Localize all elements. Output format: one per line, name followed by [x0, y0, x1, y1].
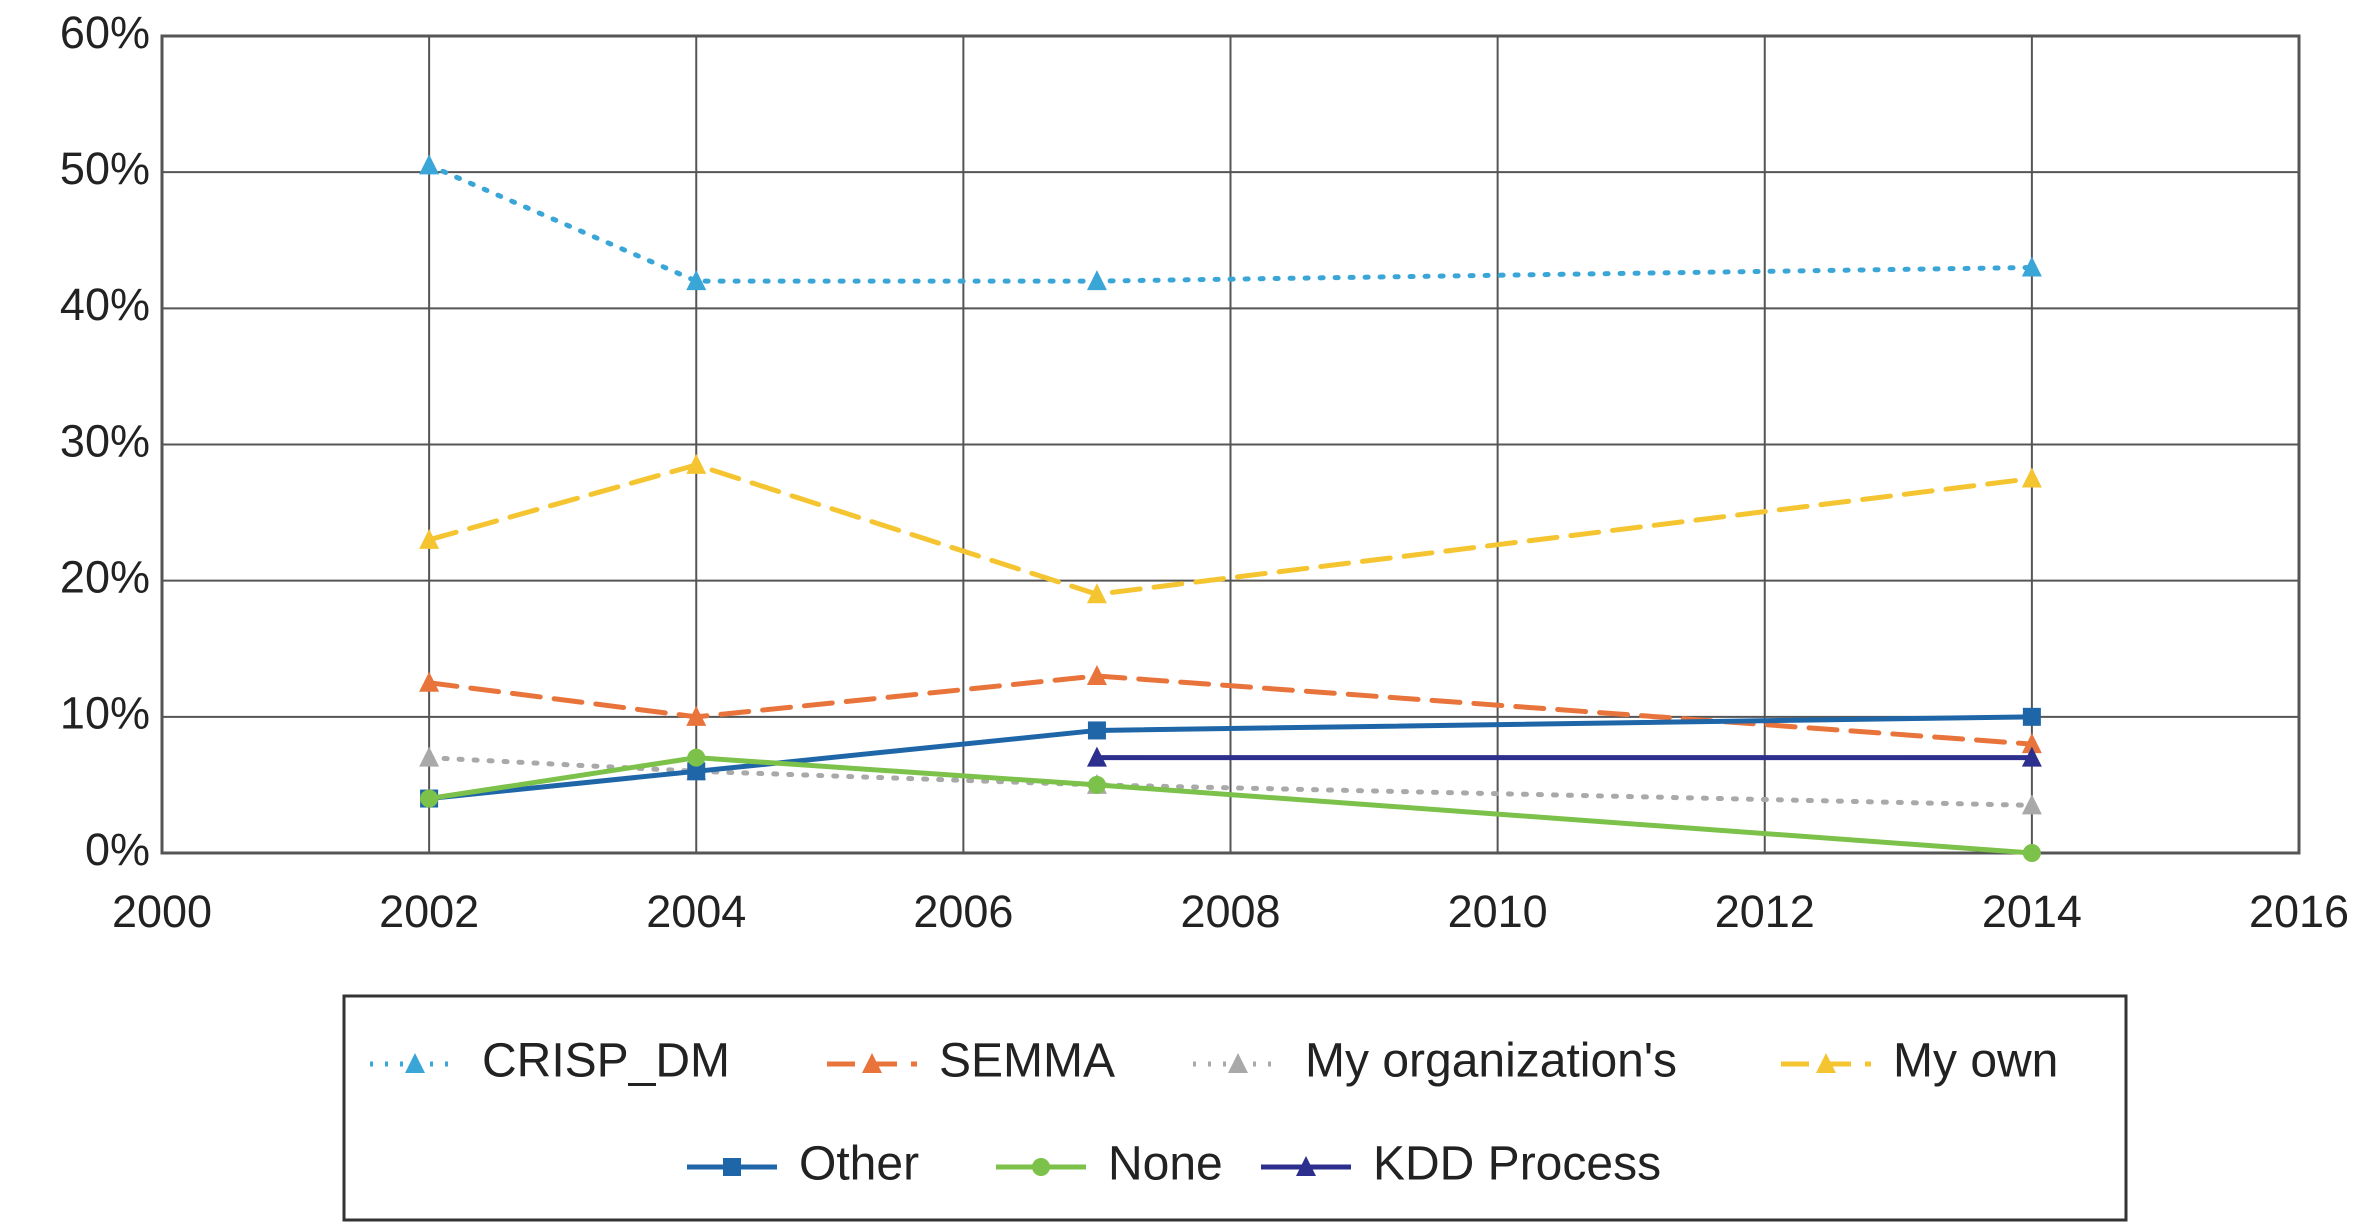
- y-tick-label: 60%: [60, 7, 150, 58]
- x-tick-label: 2010: [1448, 886, 1548, 937]
- legend-marker: [405, 1053, 425, 1073]
- legend-item: My organization's: [1193, 1035, 1677, 1088]
- legend-item: CRISP_DM: [370, 1035, 730, 1088]
- x-tick-label: 2014: [1982, 886, 2082, 937]
- legend-marker: [1032, 1158, 1050, 1176]
- series-line: [426, 462, 2035, 597]
- series-line: [426, 673, 2035, 747]
- legend-marker: [1816, 1053, 1836, 1073]
- legend-item: Other: [687, 1138, 919, 1191]
- legend-item: SEMMA: [827, 1035, 1115, 1088]
- legend-box: [342, 994, 2128, 1222]
- data-point: [2021, 256, 2042, 277]
- legend-label: My own: [1893, 1035, 2058, 1088]
- x-tick-label: 2016: [2249, 886, 2349, 937]
- data-point: [687, 762, 706, 781]
- x-tick-label: 2008: [1180, 886, 1280, 937]
- data-point: [419, 154, 440, 175]
- y-tick-label: 50%: [60, 143, 150, 194]
- legend-item: KDD Process: [1261, 1138, 1661, 1191]
- data-point: [2022, 844, 2041, 862]
- data-point: [686, 453, 707, 474]
- data-point: [2021, 733, 2042, 754]
- data-point: [1087, 721, 1106, 740]
- series-line: [426, 755, 2035, 808]
- series-line: [426, 714, 2035, 802]
- data-point: [419, 671, 440, 692]
- data-point: [420, 789, 439, 808]
- legend-marker: [1296, 1156, 1316, 1176]
- x-tick-label: 2006: [913, 886, 1013, 937]
- data-point: [687, 748, 706, 767]
- legend-label: SEMMA: [939, 1035, 1115, 1088]
- series-line: [426, 162, 2035, 284]
- data-point: [2021, 794, 2042, 815]
- legend-item: None: [996, 1138, 1223, 1191]
- legend-item: My own: [1781, 1035, 2058, 1088]
- data-point: [1086, 746, 1107, 767]
- data-point: [686, 705, 707, 726]
- legend-label: Other: [799, 1138, 919, 1191]
- data-point: [419, 746, 440, 767]
- legend-marker: [1228, 1053, 1248, 1073]
- y-tick-label: 0%: [85, 824, 150, 875]
- legend-marker: [723, 1158, 741, 1176]
- x-tick-label: 2004: [646, 886, 746, 937]
- series-line: [426, 755, 2035, 856]
- x-tick-label: 2000: [112, 886, 212, 937]
- data-point: [2021, 746, 2042, 767]
- data-point: [2022, 707, 2041, 726]
- x-tick-label: 2002: [379, 886, 479, 937]
- y-tick-label: 10%: [60, 688, 150, 739]
- data-point: [419, 528, 440, 549]
- legend-marker: [862, 1053, 882, 1073]
- data-point: [1086, 664, 1107, 685]
- y-tick-label: 40%: [60, 279, 150, 330]
- legend-label: CRISP_DM: [482, 1035, 730, 1088]
- data-point: [1086, 583, 1107, 604]
- legend-label: My organization's: [1305, 1035, 1677, 1088]
- legend-label: None: [1108, 1138, 1223, 1191]
- y-tick-label: 20%: [60, 552, 150, 603]
- data-point: [2021, 467, 2042, 488]
- x-tick-label: 2012: [1715, 886, 1815, 937]
- data-point: [686, 270, 707, 291]
- data-point: [1086, 270, 1107, 291]
- y-tick-label: 30%: [60, 415, 150, 466]
- data-point: [1087, 775, 1106, 794]
- legend-label: KDD Process: [1373, 1138, 1661, 1191]
